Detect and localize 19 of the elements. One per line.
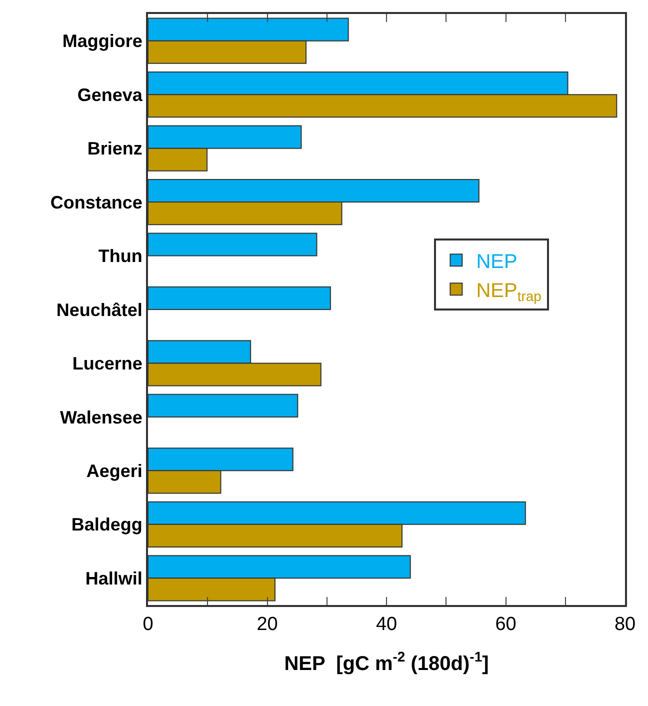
legend-label: NEP <box>476 250 518 273</box>
x-axis-title: NEP [gC m$^{-2}$ (180d)$^{-1}$] <box>284 648 489 675</box>
y-tick-label: Brienz <box>87 138 142 159</box>
legend-label: NEP$_{trap}$ <box>476 280 542 304</box>
y-tick-label: Aegeri <box>86 460 142 481</box>
x-tick-label: 80 <box>614 614 636 635</box>
y-tick-label: Walensee <box>60 407 142 428</box>
x-tick-label: 60 <box>495 614 516 635</box>
y-tick-label: Thun <box>98 246 142 266</box>
y-tick-label: Lucerne <box>72 354 142 374</box>
y-tick-label: Neuchâtel <box>56 300 142 320</box>
y-tick-label: Geneva <box>77 84 144 105</box>
x-tick-label: 0 <box>142 614 154 635</box>
y-tick-label: Baldegg <box>71 514 142 535</box>
x-tick-label: 20 <box>256 614 278 635</box>
y-tick-label: Maggiore <box>62 31 142 52</box>
x-tick-label: 40 <box>376 614 398 635</box>
y-tick-label: Constance <box>50 192 142 212</box>
y-tick-label: Hallwil <box>85 568 142 588</box>
